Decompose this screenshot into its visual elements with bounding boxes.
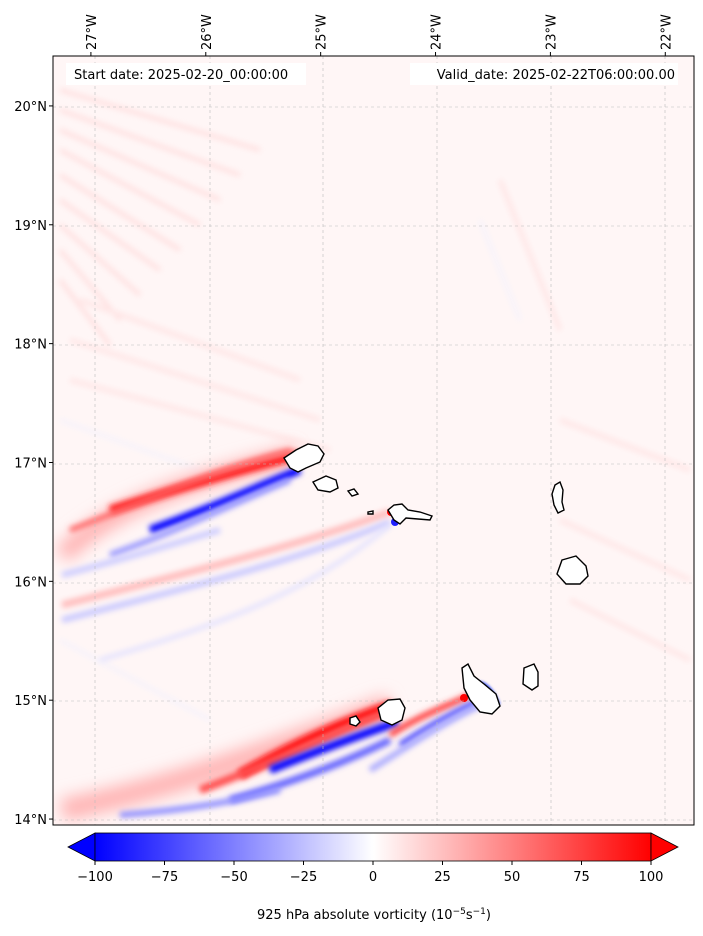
colorbar-title-exp1: −5 — [453, 907, 466, 917]
island-santo-antao — [283, 443, 325, 473]
lon-tick-label: 25°W — [315, 14, 330, 50]
lat-tick-label: 15°N — [14, 694, 47, 709]
colorbar-tick-label: −50 — [220, 870, 247, 885]
colorbar-tick-label: −25 — [290, 870, 317, 885]
map-frame — [52, 55, 695, 826]
colorbar-tick-label: 100 — [639, 870, 664, 885]
lat-tick-label: 19°N — [14, 219, 47, 234]
lat-tick-label: 20°N — [14, 100, 47, 115]
lon-tick-label: 24°W — [430, 14, 445, 50]
colorbar-extend-high — [650, 832, 679, 862]
colorbar-tick-label: 50 — [504, 870, 521, 885]
lon-tick-label: 23°W — [544, 14, 559, 50]
colorbar-title-mid: s — [466, 908, 473, 923]
island-sal — [551, 480, 565, 514]
gridlines — [53, 56, 694, 825]
island-brava — [349, 715, 361, 727]
valid-date-label: Valid_date: 2025-02-22T06:00:00.00 — [437, 68, 675, 83]
colorbar-title: 925 hPa absolute vorticity (10−5s−1) — [257, 907, 491, 923]
colorbar-tick-label: 25 — [434, 870, 451, 885]
island-santa-luzia — [346, 488, 360, 497]
island-boa-vista — [556, 555, 589, 585]
island-santiago — [461, 662, 501, 715]
island-sao-nicolau — [387, 503, 433, 525]
valid-date-box — [410, 63, 678, 85]
longitude-ticks: 27°W 26°W 25°W 24°W 23°W 22°W — [85, 14, 674, 56]
map-background — [53, 56, 694, 825]
coastlines — [283, 443, 589, 727]
start-date-label: Start date: 2025-02-20_00:00:00 — [74, 68, 288, 83]
lon-tick-label: 26°W — [200, 14, 215, 50]
lat-tick-label: 16°N — [14, 575, 47, 590]
colorbar-tick-label: −75 — [151, 870, 178, 885]
map-panel: Start date: 2025-02-20_00:00:00 Valid_da… — [53, 56, 694, 825]
lat-tick-label: 18°N — [14, 338, 47, 353]
lat-tick-label: 17°N — [14, 456, 47, 471]
island-raso — [367, 510, 374, 515]
lon-tick-label: 27°W — [85, 14, 100, 50]
vorticity-background-field — [58, 88, 692, 722]
colorbar-extend-low — [67, 832, 96, 862]
island-sao-vicente — [311, 475, 339, 493]
colorbar-tick-label: 75 — [573, 870, 590, 885]
colorbar-title-exp2: −1 — [473, 907, 486, 917]
colorbar-title-prefix: 925 hPa absolute vorticity (10 — [257, 908, 453, 923]
island-maio — [522, 663, 539, 691]
island-fogo — [377, 698, 406, 726]
colorbar-gradient — [94, 832, 652, 862]
vorticity-wake-north — [55, 446, 302, 578]
colorbar-ticks: −100 −75 −50 −25 0 25 50 75 100 — [77, 861, 663, 885]
start-date-box — [66, 63, 306, 85]
colorbar-title-suffix: ) — [486, 908, 491, 923]
colorbar-tick-label: −100 — [77, 870, 113, 885]
lat-tick-label: 14°N — [14, 813, 47, 828]
colorbar-tick-label: 0 — [369, 870, 377, 885]
lon-tick-label: 22°W — [659, 14, 674, 50]
latitude-ticks: 20°N 19°N 18°N 17°N 16°N 15°N 14°N — [14, 100, 53, 828]
colorbar: −100 −75 −50 −25 0 25 50 75 100 925 hPa absolute… — [67, 832, 679, 923]
